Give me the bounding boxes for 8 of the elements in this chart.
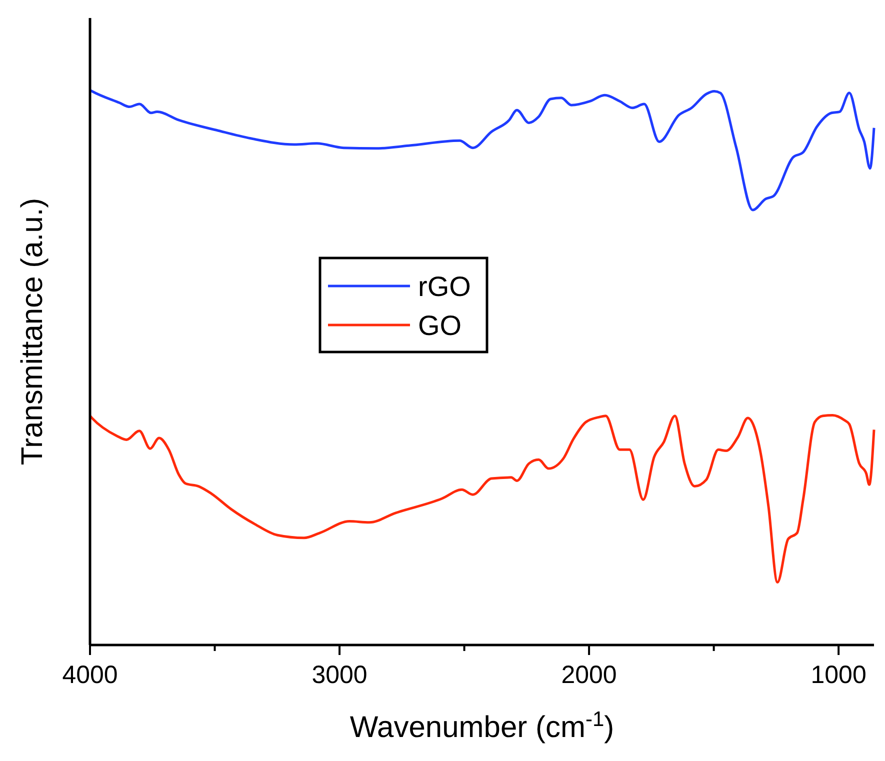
- x-tick-label: 2000: [561, 661, 617, 689]
- x-tick-label: 3000: [312, 661, 368, 689]
- legend-label: GO: [418, 310, 462, 341]
- x-tick-label: 4000: [62, 661, 118, 689]
- legend-label: rGO: [418, 271, 471, 302]
- x-axis-title: Wavenumber (cm$^{-1}$): [350, 708, 614, 744]
- x-tick-label: 1000: [810, 661, 866, 689]
- y-axis-title: Transmittance (a.u.): [16, 198, 49, 466]
